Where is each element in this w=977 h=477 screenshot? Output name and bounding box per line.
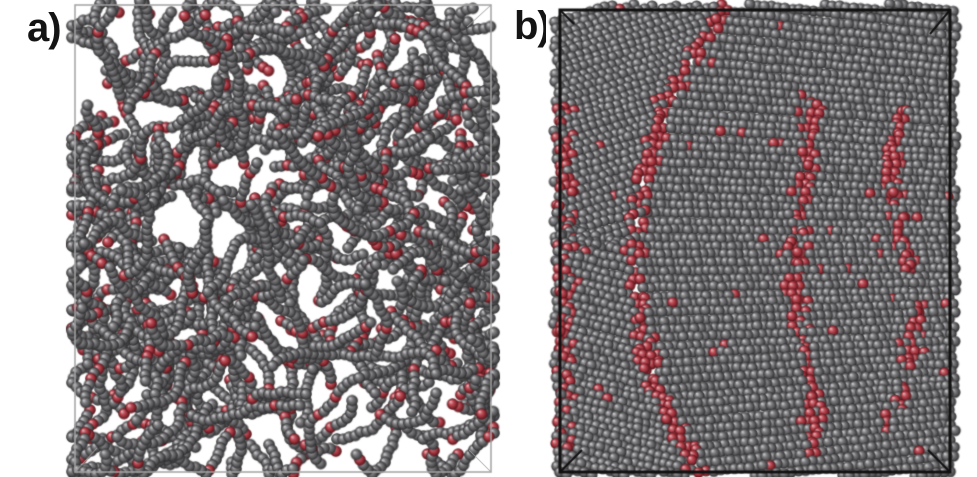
panel-b-label: b) [514,4,551,48]
panel-a-disordered-snapshot [65,0,505,477]
panel-a-label: a) [27,6,62,50]
panel-b-ordered-snapshot [546,0,970,477]
